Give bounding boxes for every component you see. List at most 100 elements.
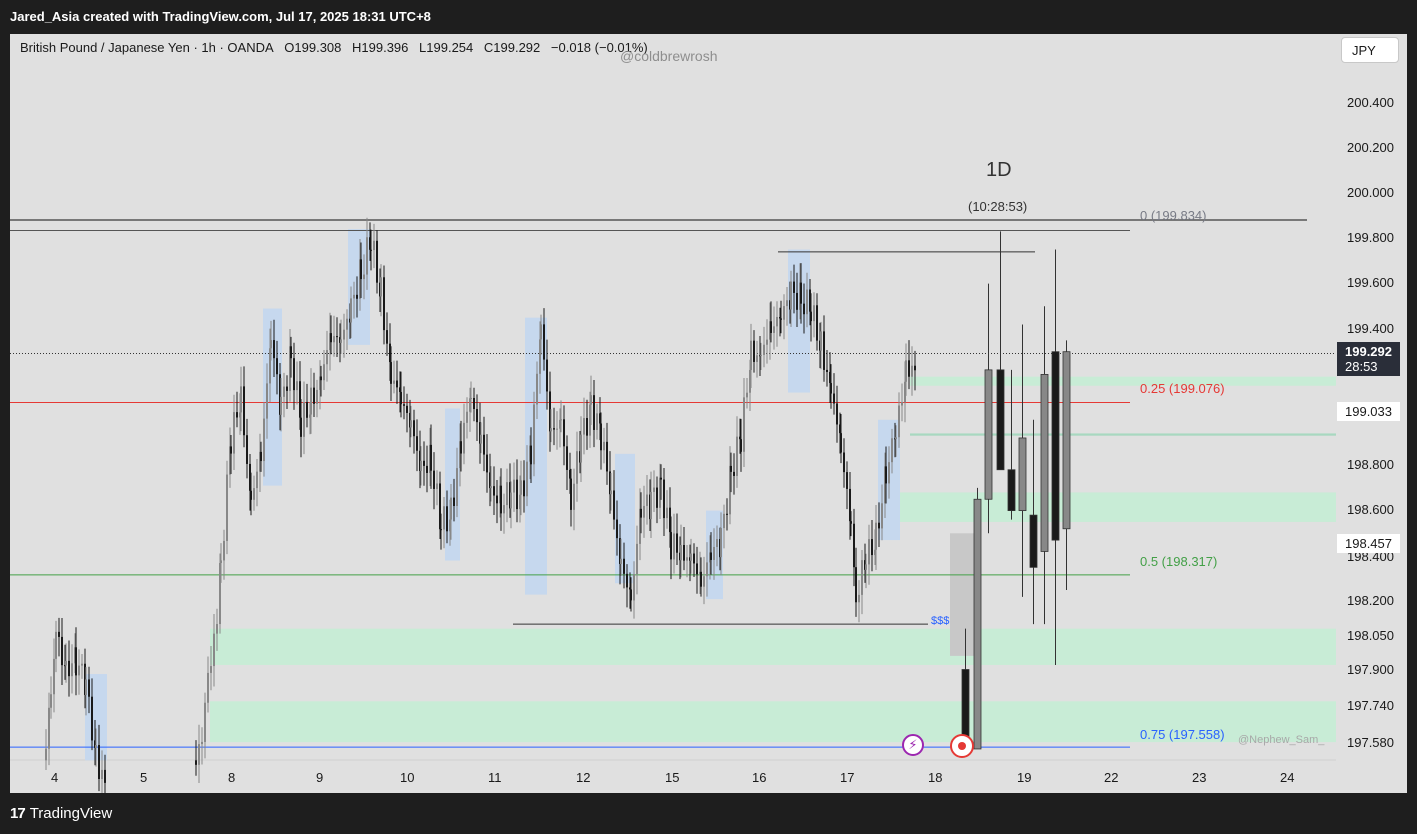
daily-candle-body bbox=[996, 369, 1005, 471]
hourly-candle-body bbox=[239, 412, 241, 418]
hourly-candle-body bbox=[858, 594, 860, 603]
hourly-candle-body bbox=[426, 465, 428, 473]
hourly-candle-body bbox=[453, 497, 455, 507]
hourly-candle-body bbox=[730, 465, 732, 472]
hourly-candle-body bbox=[489, 472, 491, 489]
hourly-candle-body bbox=[770, 321, 772, 333]
hourly-candle-body bbox=[409, 412, 411, 428]
hourly-candle-body bbox=[88, 679, 90, 697]
hourly-candle-body bbox=[366, 237, 368, 275]
hourly-candle-body bbox=[439, 483, 441, 530]
hourly-candle-body bbox=[556, 428, 558, 430]
hourly-candle-body bbox=[786, 300, 788, 307]
hourly-candle-body bbox=[884, 466, 886, 504]
hourly-candle-body bbox=[713, 546, 715, 560]
hourly-candle-body bbox=[806, 289, 808, 315]
price-tick: 199.400 bbox=[1347, 321, 1394, 336]
hourly-candle-body bbox=[263, 418, 265, 462]
daily-candle-body bbox=[1062, 351, 1071, 530]
hourly-candle-body bbox=[436, 483, 438, 489]
hourly-candle-body bbox=[510, 492, 512, 509]
hourly-candle-body bbox=[380, 277, 382, 297]
hourly-candle-body bbox=[673, 533, 675, 560]
hourly-candle-body bbox=[901, 402, 903, 406]
hourly-candle-body bbox=[898, 405, 900, 438]
hourly-candle-body bbox=[319, 376, 321, 390]
hourly-candle-body bbox=[223, 540, 225, 561]
hourly-candle-body bbox=[830, 383, 832, 394]
hourly-candle-body bbox=[570, 478, 572, 510]
hourly-candle-body bbox=[363, 274, 365, 280]
hourly-candle-body bbox=[629, 587, 631, 590]
price-tick: 197.580 bbox=[1347, 735, 1394, 750]
fib-label-05: 0.5 (198.317) bbox=[1140, 554, 1218, 569]
hourly-candle-body bbox=[846, 472, 848, 489]
fib-label-075: 0.75 (197.558) bbox=[1140, 727, 1225, 742]
hourly-candle-body bbox=[440, 529, 442, 531]
currency-button[interactable]: JPY bbox=[1341, 37, 1399, 63]
fvg-zone bbox=[910, 376, 1336, 386]
record-icon[interactable] bbox=[950, 734, 974, 758]
lightning-icon[interactable]: ⚡ bbox=[902, 734, 924, 756]
hourly-candle-body bbox=[393, 380, 395, 384]
hourly-candle-body bbox=[850, 521, 852, 524]
hourly-candle-body bbox=[330, 333, 332, 343]
hourly-candle-body bbox=[520, 480, 522, 495]
attribution-bar: Jared_Asia created with TradingView.com,… bbox=[0, 0, 1417, 34]
hourly-candle-body bbox=[683, 545, 685, 561]
hourly-candle-body bbox=[85, 679, 87, 695]
hourly-candle-body bbox=[536, 373, 538, 405]
hourly-candle-body bbox=[523, 480, 525, 497]
hourly-candle-body bbox=[219, 562, 221, 625]
hourly-candle-body bbox=[911, 365, 913, 377]
hourly-candle-body bbox=[653, 487, 655, 492]
hourly-candle-body bbox=[229, 446, 231, 475]
hourly-candle-body bbox=[58, 631, 60, 637]
hourly-candle-body bbox=[656, 487, 658, 508]
price-tick: 200.200 bbox=[1347, 140, 1394, 155]
daily-candle-body bbox=[1007, 469, 1016, 511]
hourly-candle-body bbox=[710, 552, 712, 560]
order-block bbox=[85, 674, 107, 761]
hourly-candle-body bbox=[53, 658, 55, 695]
hourly-candle-body bbox=[733, 471, 735, 476]
hourly-candle-body bbox=[773, 326, 775, 333]
hourly-candle-body bbox=[700, 571, 702, 587]
hourly-candle-body bbox=[493, 486, 495, 496]
hourly-candle-body bbox=[573, 483, 575, 510]
chart-frame[interactable]: British Pound / Japanese Yen · 1h · OAND… bbox=[10, 34, 1407, 793]
price-tick: 198.050 bbox=[1347, 628, 1394, 643]
hourly-candle-body bbox=[803, 303, 805, 315]
hourly-candle-body bbox=[553, 428, 555, 430]
price-chart[interactable] bbox=[10, 34, 1407, 793]
brand-name: TradingView bbox=[29, 805, 113, 822]
hourly-candle-body bbox=[743, 397, 745, 452]
hourly-candle-body bbox=[526, 461, 528, 497]
hourly-candle-body bbox=[559, 419, 561, 429]
hourly-candle-body bbox=[836, 403, 838, 425]
hourly-candle-body bbox=[293, 358, 295, 391]
hourly-candle-body bbox=[600, 423, 602, 451]
ohlc-high: H199.396 bbox=[352, 40, 409, 55]
hourly-candle-body bbox=[220, 560, 222, 563]
hourly-candle-body bbox=[213, 633, 215, 667]
hourly-candle-body bbox=[283, 386, 285, 397]
hourly-candle-body bbox=[91, 696, 93, 741]
price-tick: 198.200 bbox=[1347, 593, 1394, 608]
hourly-candle-body bbox=[809, 289, 811, 312]
hourly-candle-body bbox=[888, 462, 890, 484]
hourly-candle-body bbox=[816, 305, 818, 341]
hourly-candle-body bbox=[469, 398, 471, 412]
hourly-candle-body bbox=[609, 471, 611, 495]
hourly-candle-body bbox=[353, 294, 355, 299]
hourly-candle-body bbox=[820, 331, 822, 351]
hourly-candle-body bbox=[630, 589, 632, 601]
time-tick: 11 bbox=[488, 770, 502, 785]
hourly-candle-body bbox=[78, 665, 80, 676]
hourly-candle-body bbox=[599, 413, 601, 424]
hourly-candle-body bbox=[800, 282, 802, 304]
hourly-candle-body bbox=[346, 318, 348, 330]
time-tick: 8 bbox=[228, 770, 236, 785]
hourly-candle-body bbox=[723, 513, 725, 529]
hourly-candle-body bbox=[233, 412, 235, 454]
